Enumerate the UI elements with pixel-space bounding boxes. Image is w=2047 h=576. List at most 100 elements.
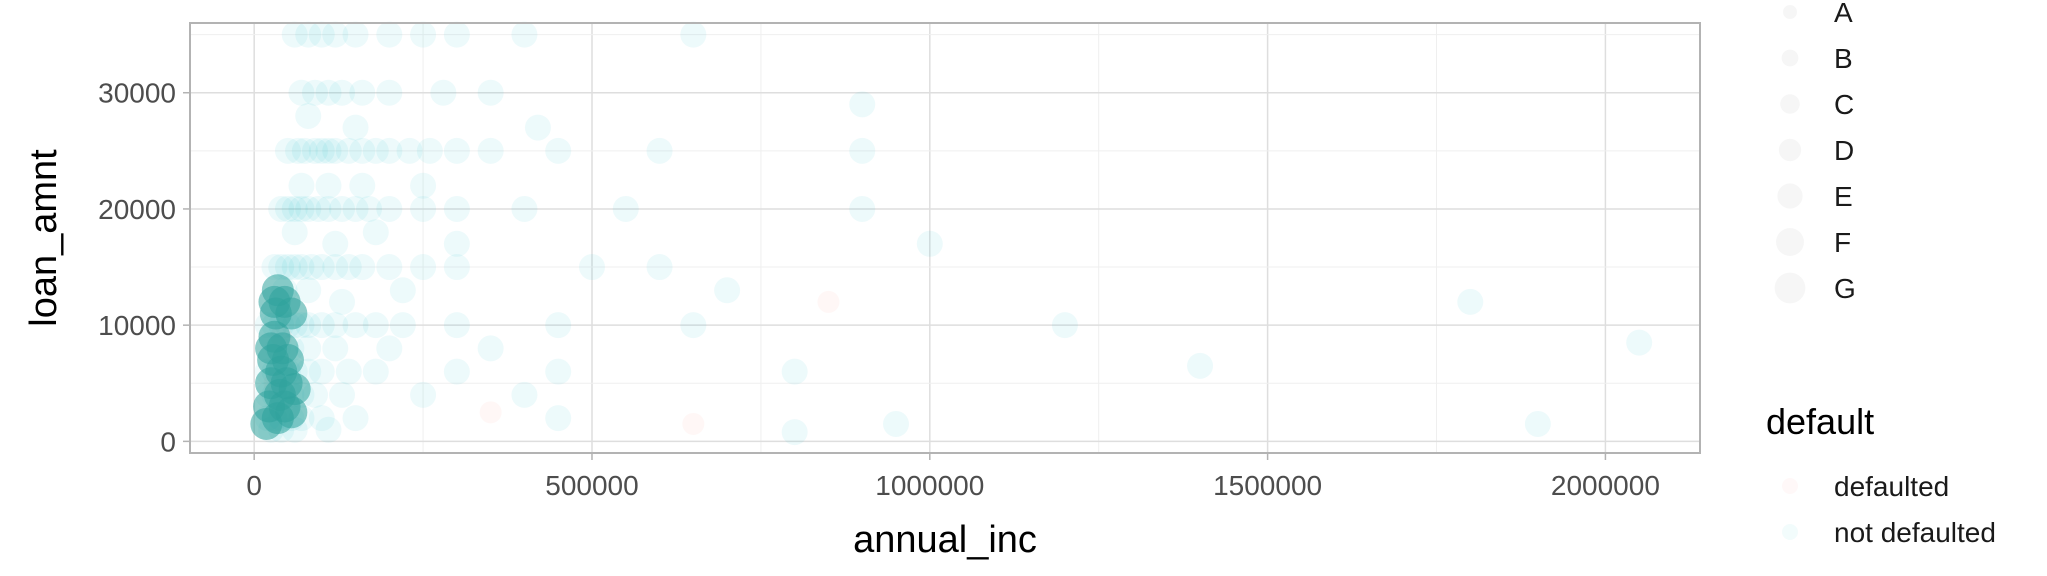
y-tick-label: 20000 [98,194,176,225]
data-point [511,195,538,222]
x-axis-title: annual_inc [853,519,1037,561]
legend-label-grade: C [1834,89,1854,120]
data-point [349,137,376,164]
data-point [376,254,403,281]
data-point [342,114,369,141]
x-tick-label: 500000 [545,470,638,501]
data-point [1187,352,1214,379]
data-point [376,21,403,48]
data-point [781,358,808,385]
legend-label-grade: A [1834,0,1853,28]
data-point [612,195,639,222]
data-point [524,114,551,141]
data-point [511,21,538,48]
data-point [849,91,876,118]
data-point [1051,312,1078,339]
default-color-legend: default defaulted not defaulted [1766,401,1996,548]
legend-key-size [1780,94,1800,114]
data-point [308,21,335,48]
data-point [356,195,383,222]
legend-title-default: default [1766,401,1874,442]
y-axis-ticks: 0 10000 20000 30000 [98,78,190,457]
y-tick-label: 10000 [98,310,176,341]
data-point [376,79,403,106]
data-point [1524,410,1551,437]
data-point [288,195,315,222]
data-point [646,254,673,281]
data-point [281,21,308,48]
x-axis-ticks: 0 500000 1000000 1500000 2000000 [246,453,1660,501]
legend-label-grade: D [1834,135,1854,166]
x-tick-label: 1000000 [875,470,984,501]
data-point [342,312,369,339]
legend-label-grade: B [1834,43,1853,74]
data-point [295,195,322,222]
data-point [849,195,876,222]
data-point [443,230,470,257]
data-point [646,137,673,164]
data-point [315,79,342,106]
plot-border [189,22,1701,454]
data-point [410,21,437,48]
y-tick-label: 0 [160,426,176,457]
data-point [781,419,808,446]
data-point [680,21,707,48]
data-point [443,137,470,164]
data-point [335,358,362,385]
data-point [578,254,605,281]
data-point [281,195,308,222]
legend-label-default: defaulted [1834,471,1949,502]
y-tick-label: 30000 [98,78,176,109]
legend-key-color [1782,524,1798,540]
data-point [443,312,470,339]
legend-key-size [1775,273,1806,304]
data-point [322,254,349,281]
x-tick-label: 2000000 [1551,470,1660,501]
legend-key-size [1779,139,1801,161]
data-point [301,137,328,164]
data-point [315,416,342,443]
y-axis-title: loan_amnt [23,149,65,327]
legend-label-grade: G [1834,273,1856,304]
data-point [308,405,335,432]
data-point-dense [255,332,288,365]
data-point [477,79,504,106]
legend-key-size [1777,183,1802,208]
data-point [362,219,389,246]
data-point [545,405,572,432]
data-point [342,21,369,48]
data-point [389,277,416,304]
data-point [362,137,389,164]
legend-key-size [1783,5,1797,19]
data-point [335,137,362,164]
data-point [362,358,389,385]
data-point [410,195,437,222]
legend-label-default: not defaulted [1834,517,1996,548]
x-tick-label: 1500000 [1213,470,1322,501]
data-point [261,254,288,281]
data-point-defaulted [682,412,705,435]
data-point [274,195,301,222]
data-point [329,288,356,315]
data-point [430,79,457,106]
data-point [545,137,572,164]
data-point [545,358,572,385]
data-point [322,137,349,164]
data-point [322,21,349,48]
data-point [322,230,349,257]
data-point [362,312,389,339]
data-point [916,230,943,257]
legend-key-color [1782,478,1798,494]
data-point [477,335,504,362]
data-point-dense [258,285,291,318]
data-point [295,277,322,304]
data-point [1626,329,1653,356]
data-point [342,405,369,432]
data-point [305,195,332,222]
data-point [295,102,322,129]
data-point [680,312,707,339]
data-point [315,137,342,164]
data-point [281,254,308,281]
